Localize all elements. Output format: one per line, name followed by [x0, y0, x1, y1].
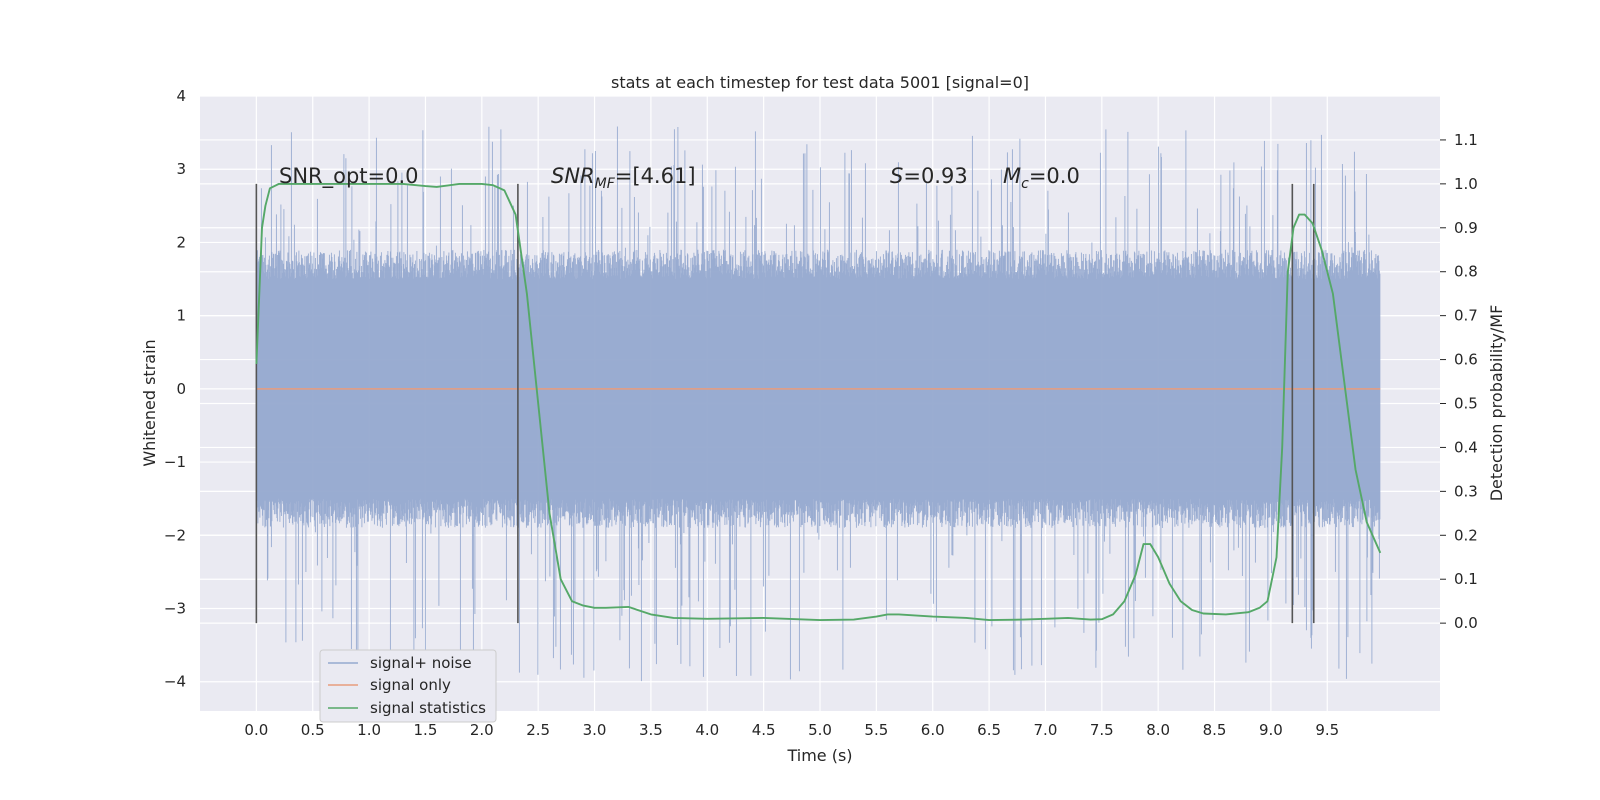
- y-tick-label: −1: [164, 453, 186, 471]
- y2-tick-label: 0.0: [1454, 614, 1478, 632]
- x-tick-label: 6.0: [921, 721, 945, 739]
- y-tick-label: 4: [176, 87, 186, 105]
- x-tick-label: 4.0: [695, 721, 719, 739]
- chart-title: stats at each timestep for test data 500…: [611, 73, 1029, 92]
- y2-tick-label: 0.3: [1454, 482, 1478, 500]
- x-tick-label: 1.0: [357, 721, 381, 739]
- signal-statistics-line: [255, 182, 1382, 622]
- x-tick-label: 7.0: [1034, 721, 1058, 739]
- y-tick-label: 3: [176, 160, 186, 178]
- vertical-markers: [255, 183, 1315, 624]
- x-tick-label: 6.5: [977, 721, 1001, 739]
- y2-tick-label: 1.0: [1454, 175, 1478, 193]
- x-tick-label: 9.0: [1259, 721, 1283, 739]
- y2-axis-label: Detection probability/MF: [1487, 305, 1506, 502]
- x-tick-label: 7.5: [1090, 721, 1114, 739]
- x-tick-labels: 0.0 0.5 1.0 1.5 2.0 2.5 3.0 3.5 4.0 4.5 5.0 5.5 6.0 6…: [244, 721, 1339, 739]
- signal-statistics-trace: [255, 182, 1382, 622]
- y-tick-label: 2: [176, 233, 186, 251]
- y-tick-label: 0: [176, 380, 186, 398]
- x-tick-label: 3.5: [639, 721, 663, 739]
- y2-tick-label: 0.5: [1454, 395, 1478, 413]
- legend-label-signal-statistics: signal statistics: [370, 699, 486, 717]
- x-axis-label: Time (s): [786, 746, 852, 765]
- x-tick-label: 1.5: [414, 721, 438, 739]
- x-tick-label: 9.5: [1315, 721, 1339, 739]
- x-tick-label: 0.5: [301, 721, 325, 739]
- x-tick-label: 2.0: [470, 721, 494, 739]
- y-axis-label: Whitened strain: [140, 339, 159, 466]
- y-tick-labels: −4 −3 −2 −1 0 1 2 3 4: [164, 87, 186, 691]
- y2-tick-labels: 0.0 0.1 0.2 0.3 0.4 0.5 0.6 0.7 0.8 0.9 1.0 1.1: [1440, 131, 1478, 632]
- legend-label-signal-only: signal only: [370, 676, 451, 694]
- x-tick-label: 5.0: [808, 721, 832, 739]
- annotation-s: S=0.93: [890, 164, 968, 188]
- y2-tick-label: 0.1: [1454, 570, 1478, 588]
- y2-tick-label: 0.4: [1454, 438, 1478, 456]
- y2-tick-label: 1.1: [1454, 131, 1478, 149]
- annotation-snr-mf: SNRMF=[4.61]: [551, 164, 696, 192]
- x-tick-label: 4.5: [752, 721, 776, 739]
- y2-tick-label: 0.2: [1454, 526, 1478, 544]
- y-tick-label: −4: [164, 673, 186, 691]
- x-tick-label: 3.0: [583, 721, 607, 739]
- x-tick-label: 8.5: [1203, 721, 1227, 739]
- y-tick-label: 1: [176, 307, 186, 325]
- y2-tick-label: 0.7: [1454, 307, 1478, 325]
- x-tick-label: 0.0: [244, 721, 268, 739]
- y2-tick-label: 0.8: [1454, 263, 1478, 281]
- legend: signal+ noise signal only signal statist…: [319, 649, 497, 723]
- annotation-mc: Mc=0.0: [1003, 164, 1080, 192]
- y-tick-label: −2: [164, 526, 186, 544]
- y2-tick-label: 0.9: [1454, 219, 1478, 237]
- x-tick-label: 8.0: [1146, 721, 1170, 739]
- legend-box: [319, 649, 497, 723]
- y2-tick-label: 0.6: [1454, 351, 1478, 369]
- x-tick-label: 2.5: [526, 721, 550, 739]
- y-tick-label: −3: [164, 600, 186, 618]
- legend-label-signal-noise: signal+ noise: [370, 654, 472, 672]
- x-tick-label: 5.5: [864, 721, 888, 739]
- annotation-snr-opt: SNR_opt=0.0: [279, 164, 419, 189]
